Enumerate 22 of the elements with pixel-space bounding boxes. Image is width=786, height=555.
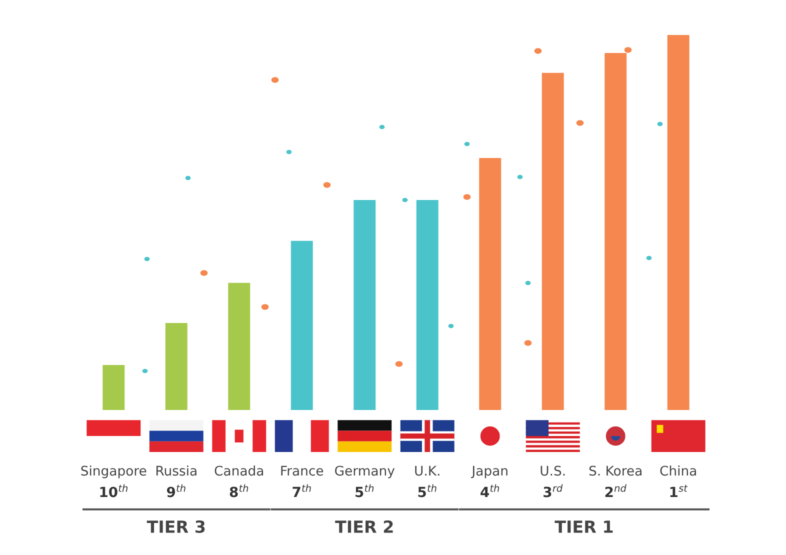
bar [102,365,125,410]
x-tick-label: Russia 9$^{th}$ [156,465,196,498]
text: TIER 2 [335,520,393,533]
bar [542,72,564,410]
x-tick-label: Canada 8$^{th}$ [214,465,264,498]
x-tick-label: U.S. 3$^{rd}$ [540,466,565,498]
bar [165,323,188,410]
x-tick-label: S. Korea 2$^{nd}$ [589,466,642,498]
bar [228,282,250,410]
bar [354,200,376,410]
x-tick-label: France 7$^{th}$ [281,466,324,498]
x-tick-label: U.K. 5$^{th}$ [415,466,440,498]
x-tick-label: Germany 5$^{th}$ [335,466,395,498]
text: TIER 1 [554,520,613,533]
text: TIER 3 [146,520,205,533]
bar [416,200,438,410]
bar [479,158,502,410]
bar [290,240,313,410]
x-tick-label: Singapore 10$^{th}$ [81,465,146,498]
x-tick-label: Japan 4$^{th}$ [471,466,508,498]
bar [667,35,690,410]
x-tick-label: China 1$^{st}$ [660,465,696,498]
